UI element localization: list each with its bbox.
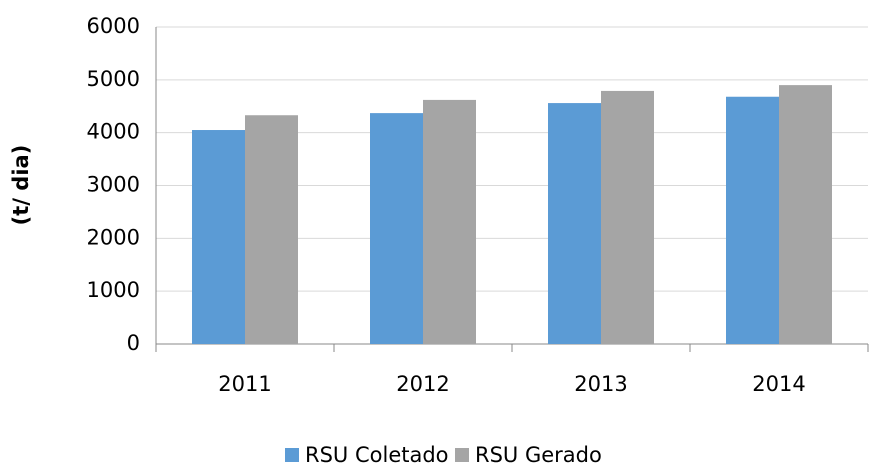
legend-label: RSU Coletado [305, 443, 449, 467]
bar [779, 85, 832, 344]
y-tick-label: 0 [127, 331, 140, 355]
y-axis-label: (t/ dia) [9, 145, 33, 226]
y-tick-label: 6000 [87, 14, 140, 38]
legend-swatch [455, 448, 469, 462]
y-tick-label: 4000 [87, 120, 140, 144]
bar [192, 130, 245, 344]
bar [245, 115, 298, 345]
x-tick-label: 2011 [218, 372, 271, 396]
y-tick-label: 1000 [87, 278, 140, 302]
legend-label: RSU Gerado [475, 443, 602, 467]
x-tick-label: 2014 [752, 372, 805, 396]
legend-swatch [285, 448, 299, 462]
x-tick-label: 2013 [574, 372, 627, 396]
bar [548, 103, 601, 344]
bar [423, 99, 476, 344]
bar [370, 113, 423, 344]
y-tick-label: 2000 [87, 225, 140, 249]
y-tick-label: 5000 [87, 67, 140, 91]
y-tick-label: 3000 [87, 173, 140, 197]
bar [601, 90, 654, 344]
x-tick-label: 2012 [396, 372, 449, 396]
bar [726, 96, 779, 345]
